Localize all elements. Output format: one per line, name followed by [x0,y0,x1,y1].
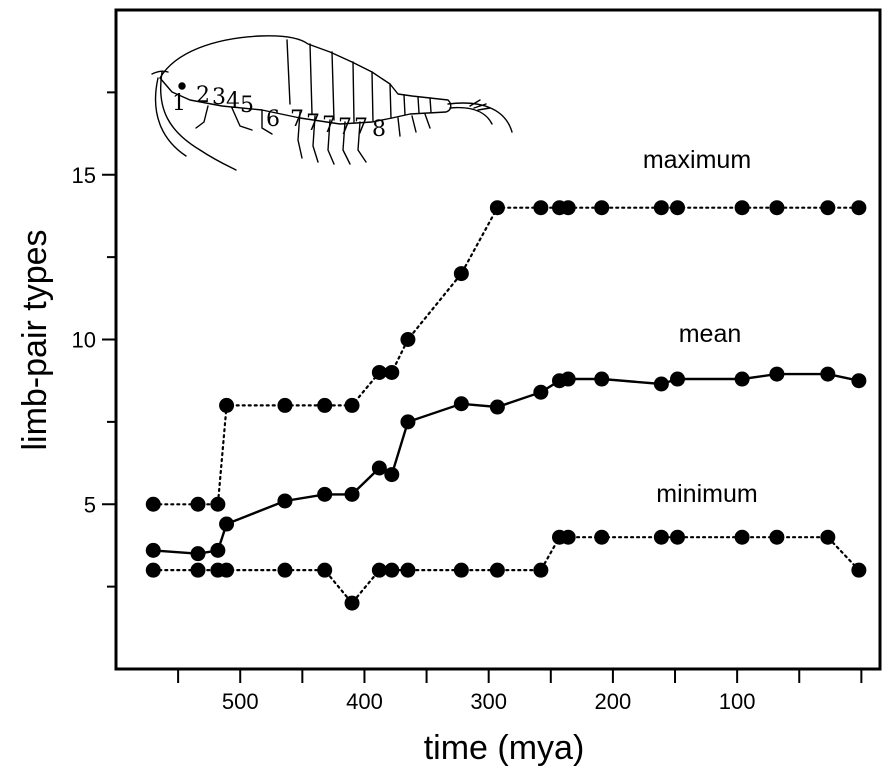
data-point-mean [670,371,686,387]
y-axis-title: limb-pair types [16,229,54,450]
data-point-maximum [653,200,669,216]
data-point-maximum [734,200,750,216]
data-point-maximum [533,200,549,216]
limb-number-label: 1 [172,91,186,116]
data-point-maximum [190,496,206,512]
data-point-minimum [371,562,387,578]
data-point-mean [145,542,161,558]
crustacean-illustration [151,35,513,171]
data-point-maximum [344,397,360,413]
data-point-maximum [453,266,469,282]
data-point-maximum [400,332,416,347]
data-point-minimum [277,562,293,578]
data-point-maximum [560,200,576,216]
data-point-minimum [560,529,576,545]
data-point-minimum [344,595,360,611]
series-label-maximum: maximum [643,146,751,174]
limb-number-label: 7 [322,113,336,138]
data-point-mean [210,542,226,558]
data-point-mean [317,486,333,502]
data-point-mean [400,414,416,430]
series-label-mean: mean [679,320,742,348]
data-point-maximum [594,200,610,216]
data-point-mean [653,376,669,392]
data-point-mean [594,371,610,387]
data-point-mean [190,546,206,562]
data-point-maximum [371,364,387,380]
limb-number-label: 2 [196,83,210,108]
x-tick-label: 500 [222,689,259,714]
y-tick-label: 15 [72,163,96,188]
series-points [145,200,867,611]
data-point-minimum [453,562,469,578]
data-point-maximum [820,200,836,216]
x-axis-title: time (mya) [424,729,585,767]
x-tick-label: 100 [719,689,756,714]
data-point-mean [769,366,785,382]
data-point-minimum [384,562,400,578]
data-point-maximum [145,496,161,512]
limb-number-label: 7 [290,107,304,132]
data-point-minimum [145,562,161,578]
x-tick-label: 400 [346,689,383,714]
data-point-mean [219,516,235,532]
data-point-mean [453,396,469,412]
series-label-minimum: minimum [656,480,757,508]
series-line-mean [153,372,860,555]
data-point-mean [489,399,505,415]
data-point-maximum [384,364,400,380]
data-point-minimum [219,562,235,578]
data-point-minimum [489,562,505,578]
data-point-mean [533,384,549,400]
data-point-minimum [317,562,333,578]
data-point-maximum [277,397,293,413]
series-lines [152,206,861,605]
data-point-mean [560,371,576,387]
data-point-maximum [489,200,505,216]
y-axis: 5 10 15 [72,91,116,588]
limb-number-label: 6 [266,107,280,132]
data-point-mean [820,366,836,382]
limb-number-label: 4 [226,89,240,114]
limb-number-label: 7 [306,111,320,136]
data-point-minimum [190,562,206,578]
data-point-maximum [317,397,333,413]
limb-number-label: 7 [338,115,352,140]
data-point-minimum [851,562,867,578]
data-point-mean [384,467,400,483]
data-point-minimum [653,529,669,545]
data-point-maximum [219,397,235,413]
data-point-maximum [210,496,226,512]
limb-number-label: 7 [354,115,368,140]
data-point-mean [734,371,750,387]
data-point-minimum [400,562,416,578]
data-point-maximum [670,200,686,216]
data-point-minimum [820,529,836,545]
limb-number-label: 8 [372,117,386,142]
limb-number-label: 5 [240,93,254,118]
data-point-mean [851,373,867,389]
series-line-maximum [152,206,861,506]
data-point-mean [371,460,387,476]
data-point-maximum [851,200,867,216]
y-tick-label: 5 [84,492,96,517]
limb-number-label: 3 [212,85,226,110]
data-point-minimum [594,529,610,545]
data-point-minimum [670,529,686,545]
x-tick-label: 200 [595,689,632,714]
data-point-minimum [769,529,785,545]
data-point-minimum [533,562,549,578]
x-tick-label: 300 [470,689,507,714]
limb-number-labels: 1 2 3 4 56 7 7 7 7 7 8 [172,83,386,142]
data-point-mean [344,486,360,502]
data-point-mean [277,493,293,509]
data-point-minimum [734,529,750,545]
x-axis: 500 400 300 200 100 [177,669,863,714]
data-point-maximum [769,200,785,216]
series-line-minimum [152,536,861,605]
y-tick-label: 10 [72,328,96,353]
